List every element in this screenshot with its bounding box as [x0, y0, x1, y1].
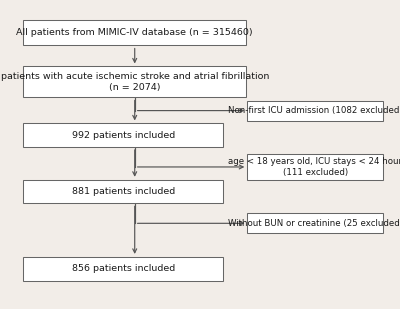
- Text: Without BUN or creatinine (25 excluded): Without BUN or creatinine (25 excluded): [228, 219, 400, 228]
- FancyBboxPatch shape: [23, 123, 223, 147]
- Text: 881 patients included: 881 patients included: [72, 187, 175, 196]
- FancyBboxPatch shape: [23, 20, 246, 45]
- Text: 856 patients included: 856 patients included: [72, 264, 175, 273]
- Text: 992 patients included: 992 patients included: [72, 131, 175, 140]
- FancyBboxPatch shape: [247, 154, 383, 180]
- Text: All patients from MIMIC-IV database (n = 315460): All patients from MIMIC-IV database (n =…: [16, 28, 253, 37]
- Text: Non-first ICU admission (1082 excluded): Non-first ICU admission (1082 excluded): [228, 106, 400, 115]
- Text: age < 18 years old, ICU stays < 24 hour
(111 excluded): age < 18 years old, ICU stays < 24 hour …: [228, 157, 400, 177]
- FancyBboxPatch shape: [23, 180, 223, 203]
- FancyBboxPatch shape: [247, 213, 383, 233]
- Text: patients with acute ischemic stroke and atrial fibrillation
(n = 2074): patients with acute ischemic stroke and …: [0, 72, 269, 92]
- FancyBboxPatch shape: [23, 257, 223, 281]
- FancyBboxPatch shape: [23, 66, 246, 97]
- FancyBboxPatch shape: [247, 100, 383, 121]
